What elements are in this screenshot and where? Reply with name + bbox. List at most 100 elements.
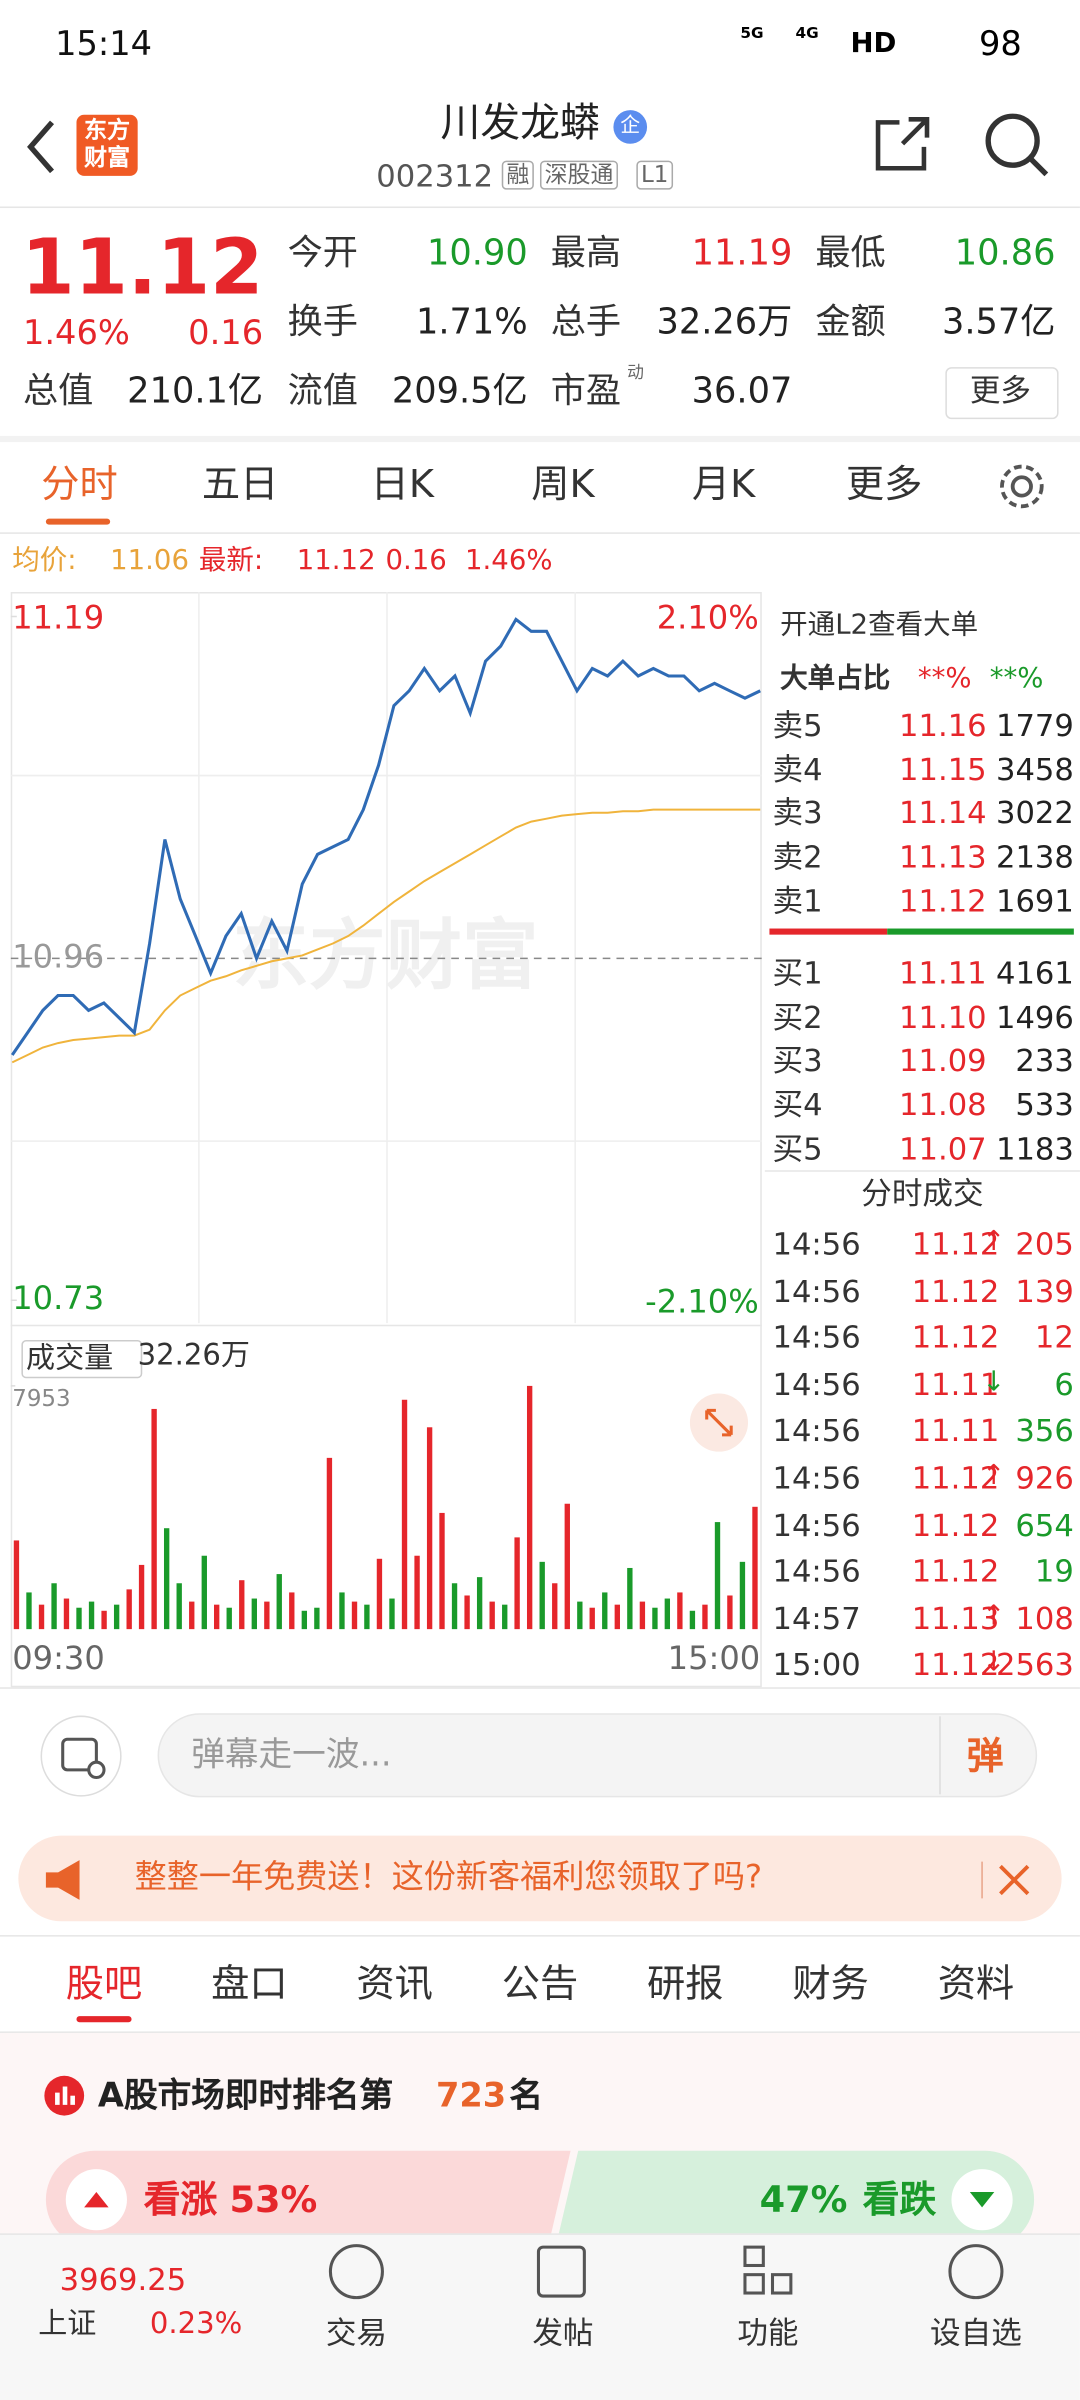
trade-time: 14:56 xyxy=(772,1272,861,1309)
book-price: 11.09 xyxy=(899,1042,987,1080)
volume-bar xyxy=(677,1592,683,1630)
y-tick-label: 11.19 xyxy=(12,599,104,637)
book-volume: 1779 xyxy=(995,706,1074,744)
sentiment-bar xyxy=(45,2150,1035,2249)
nav-icons xyxy=(328,2244,1004,2300)
index-value: 3969.25 xyxy=(59,2260,187,2298)
stat-label: 市盈 xyxy=(550,371,622,412)
trade-time: 14:56 xyxy=(772,1412,861,1450)
section-tab[interactable]: 盘口 xyxy=(211,1961,288,2006)
volume-bar xyxy=(126,1589,132,1630)
bull-label[interactable]: 看涨 xyxy=(143,2178,218,2222)
nav-item[interactable]: 交易 xyxy=(325,2314,388,2352)
expand-button[interactable] xyxy=(688,1392,749,1453)
stock-tag: 深股通 xyxy=(539,160,619,190)
volume-bar xyxy=(88,1601,95,1630)
comment-placeholder[interactable]: 弹幕走一波... xyxy=(191,1736,392,1775)
book-label: 买1 xyxy=(772,954,823,992)
volume-bar xyxy=(689,1610,696,1630)
book-volume: 2138 xyxy=(995,838,1074,876)
section-tab[interactable]: 公告 xyxy=(501,1961,579,2006)
share-button[interactable] xyxy=(869,110,936,177)
trade-arrow: ↑ xyxy=(982,1225,1006,1258)
stock-name: 川发龙蟒 xyxy=(440,100,600,147)
chart-tab[interactable]: 五日 xyxy=(201,461,279,507)
volume-bar xyxy=(639,1601,646,1630)
trade-arrow: ↑ xyxy=(982,1459,1006,1492)
volume-bar xyxy=(51,1583,57,1630)
trade-volume: 19 xyxy=(1034,1552,1074,1590)
stock-tag: 融 xyxy=(501,160,534,190)
book-label: 买3 xyxy=(772,1042,823,1080)
book-volume: 4161 xyxy=(995,954,1074,992)
chart-tab[interactable]: 分时 xyxy=(41,461,118,507)
section-tab[interactable]: 股吧 xyxy=(65,1961,143,2006)
more-button[interactable]: 更多 xyxy=(969,371,1032,409)
section-tab[interactable]: 研报 xyxy=(647,1961,724,2006)
back-button[interactable] xyxy=(18,116,64,177)
book-price: 11.13 xyxy=(899,838,987,876)
book-price: 11.14 xyxy=(899,794,987,832)
volume-label[interactable]: 成交量 xyxy=(21,1340,143,1379)
trade-time: 14:56 xyxy=(772,1459,861,1497)
danmu-button[interactable]: 弹 xyxy=(966,1734,1004,1778)
volume-bar xyxy=(389,1598,395,1630)
nav-item[interactable]: 发帖 xyxy=(532,2314,594,2352)
volume-bar xyxy=(201,1555,207,1630)
trade-volume: 2563 xyxy=(995,1646,1074,1684)
l2-promo[interactable]: 开通L2查看大单 xyxy=(780,608,979,641)
stat-value: 10.90 xyxy=(427,234,528,274)
divider xyxy=(10,1324,762,1327)
volume-bar xyxy=(214,1604,220,1630)
ranking-suffix: 名 xyxy=(509,2077,544,2116)
more-button-frame[interactable] xyxy=(945,367,1059,420)
volume-bar xyxy=(239,1580,245,1630)
logo-text: 东方 xyxy=(84,116,131,144)
settings-button[interactable] xyxy=(994,459,1049,514)
trade-volume: 108 xyxy=(1015,1599,1074,1637)
banner-text[interactable]: 整整一年免费送！这份新客福利您领取了吗? xyxy=(134,1858,763,1896)
book-price: 11.15 xyxy=(899,750,987,788)
bottom-nav xyxy=(0,2233,1080,2400)
section-tab[interactable]: 资讯 xyxy=(356,1961,433,2006)
volume-bar xyxy=(652,1607,658,1630)
change-amount: 0.16 xyxy=(188,315,264,354)
volume-bar xyxy=(163,1528,170,1630)
volume-bar xyxy=(627,1567,633,1630)
trade-price: 11.12 xyxy=(911,1552,1000,1590)
trade-time: 14:56 xyxy=(772,1506,861,1543)
book-volume: 3458 xyxy=(995,750,1074,788)
trade-arrow: ↓ xyxy=(982,1365,1006,1398)
book-volume: 1691 xyxy=(995,882,1074,920)
volume-bar xyxy=(602,1592,608,1630)
nav-item[interactable]: 设自选 xyxy=(930,2314,1022,2352)
big-sell: **% xyxy=(989,662,1044,695)
network-5g: 5G xyxy=(740,26,764,43)
close-banner[interactable] xyxy=(979,1857,1040,1903)
volume-bar xyxy=(101,1610,107,1630)
section-tab[interactable]: 资料 xyxy=(937,1961,1015,2006)
book-label: 买2 xyxy=(772,998,823,1036)
megaphone-icon xyxy=(45,1860,80,1900)
chart-tab[interactable]: 更多 xyxy=(845,461,923,507)
book-label: 卖4 xyxy=(772,750,823,788)
trade-time: 14:56 xyxy=(772,1318,861,1356)
search-button[interactable] xyxy=(979,107,1055,183)
chart-tab[interactable]: 月K xyxy=(691,461,756,507)
chart-tab[interactable]: 日K xyxy=(370,461,434,507)
divider xyxy=(0,532,1080,534)
nav-item[interactable]: 功能 xyxy=(737,2314,799,2352)
volume-bar xyxy=(451,1583,458,1630)
chart-tab[interactable]: 周K xyxy=(531,461,595,507)
big-order-label: 大单占比 xyxy=(780,662,891,695)
comment-input[interactable] xyxy=(157,1713,1038,1798)
volume-bar xyxy=(314,1607,320,1630)
section-tab[interactable]: 财务 xyxy=(792,1961,869,2006)
ranking-number: 723 xyxy=(435,2077,507,2116)
promo-banner[interactable] xyxy=(18,1835,1062,1922)
volume-bar xyxy=(502,1604,508,1630)
trade-volume: 139 xyxy=(1015,1272,1074,1309)
comment-icon[interactable] xyxy=(40,1715,123,1798)
volume-bar xyxy=(26,1592,32,1630)
stat-label: 金额 xyxy=(815,302,886,343)
